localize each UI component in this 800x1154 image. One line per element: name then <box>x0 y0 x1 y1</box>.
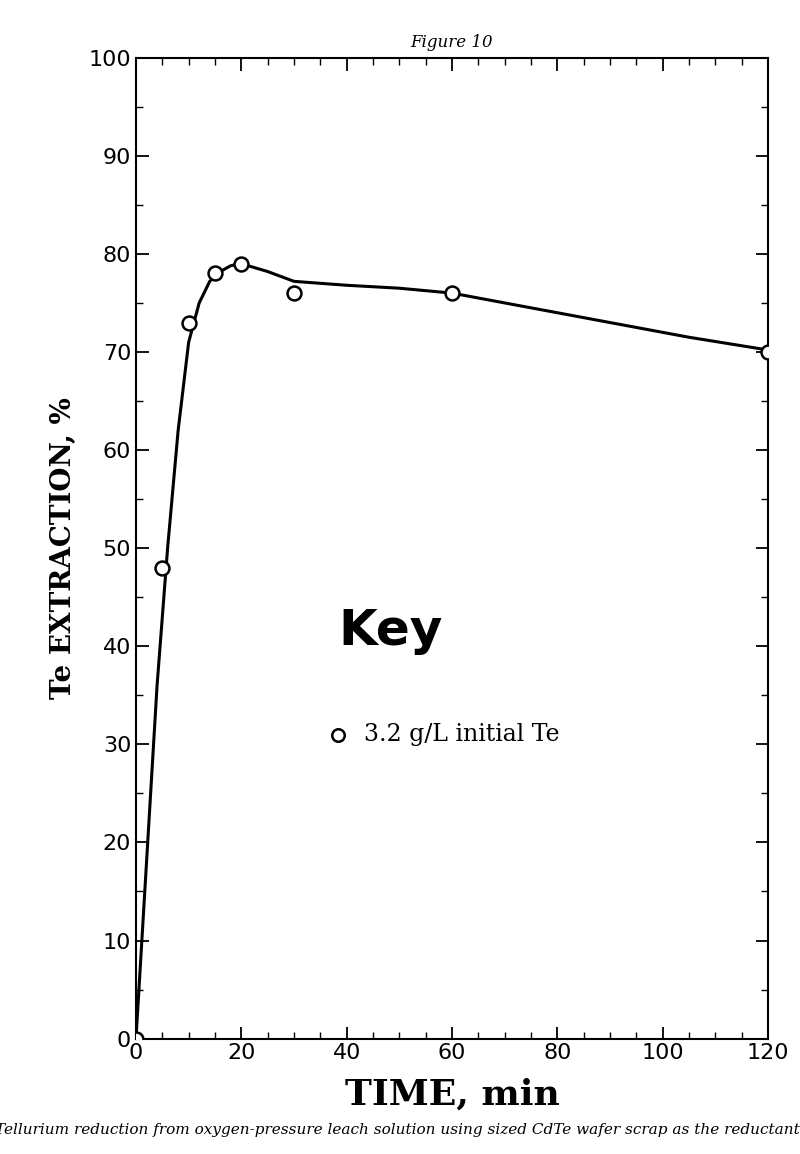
Text: 3.2 g/L initial Te: 3.2 g/L initial Te <box>363 724 559 745</box>
Text: Key: Key <box>338 607 442 655</box>
Text: Tellurium reduction from oxygen-pressure leach solution using sized CdTe wafer s: Tellurium reduction from oxygen-pressure… <box>0 1123 800 1137</box>
Y-axis label: Te EXTRACTION, %: Te EXTRACTION, % <box>50 397 78 699</box>
Title: Figure 10: Figure 10 <box>410 33 494 51</box>
X-axis label: TIME, min: TIME, min <box>345 1078 559 1111</box>
